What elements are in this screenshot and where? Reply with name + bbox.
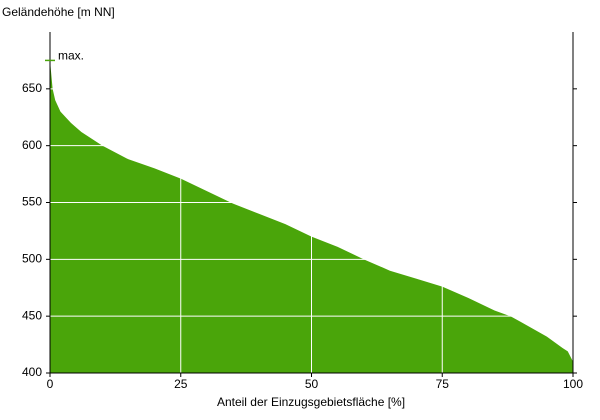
y-tick-label: 650 bbox=[22, 81, 42, 95]
x-tick-label: 75 bbox=[436, 377, 450, 391]
y-tick-label: 500 bbox=[22, 252, 42, 266]
x-tick-label: 50 bbox=[305, 377, 319, 391]
y-tick-label: 550 bbox=[22, 195, 42, 209]
x-tick-label: 0 bbox=[47, 377, 54, 391]
y-tick-label: 450 bbox=[22, 308, 42, 322]
y-tick-label: 600 bbox=[22, 138, 42, 152]
y-axis-label: Geländehöhe [m NN] bbox=[2, 5, 115, 19]
max-annotation: max. bbox=[58, 49, 84, 63]
x-tick-label: 100 bbox=[563, 377, 583, 391]
x-axis-label: Anteil der Einzugsgebietsfläche [%] bbox=[217, 395, 405, 409]
y-tick-label: 400 bbox=[22, 365, 42, 379]
x-tick-label: 25 bbox=[174, 377, 188, 391]
